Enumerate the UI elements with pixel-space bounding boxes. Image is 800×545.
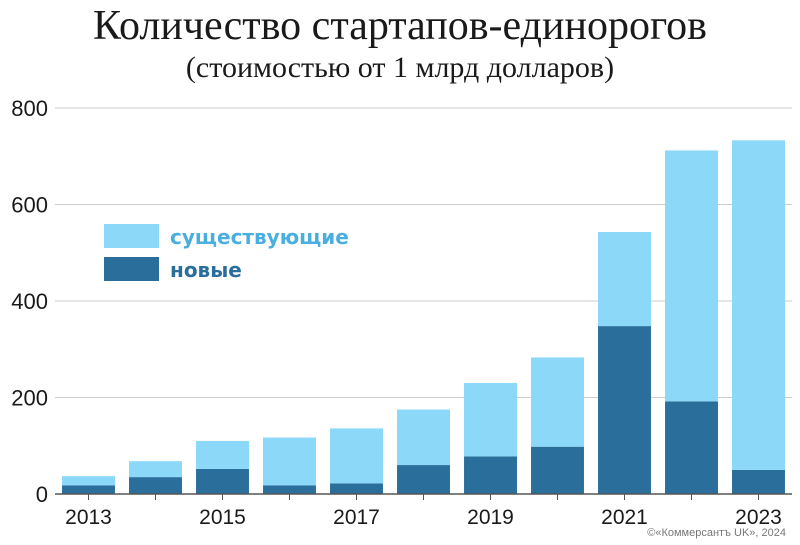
x-axis-ticks: 2013 2015 2017 2019 2021 2023 xyxy=(65,494,782,529)
bar-segment-existing xyxy=(598,232,651,327)
bar-segment-existing xyxy=(62,476,115,486)
x-tick-label: 2017 xyxy=(333,506,380,529)
x-tick-label: 2015 xyxy=(199,506,246,529)
chart-subtitle: (стоимостью от 1 млрд долларов) xyxy=(185,51,615,84)
bar-segment-existing xyxy=(464,383,517,457)
bar-segment-existing xyxy=(732,140,785,470)
legend-swatch-existing xyxy=(104,224,159,248)
bar-segment-new xyxy=(665,401,718,494)
source-credit: ©«Коммерсантъ UK», 2024 xyxy=(647,527,786,539)
bar-segment-new xyxy=(531,446,584,494)
legend-swatch-new xyxy=(104,257,159,281)
bar-segment-existing xyxy=(531,357,584,447)
bar-segment-new xyxy=(397,465,450,494)
bar-segment-new xyxy=(129,477,182,494)
bar-segment-new xyxy=(196,468,249,494)
y-tick-label: 800 xyxy=(11,96,48,121)
y-tick-label: 400 xyxy=(11,289,48,314)
legend: существующие новые xyxy=(104,224,349,282)
bar-segment-new xyxy=(263,485,316,494)
legend-label-existing: существующие xyxy=(170,225,349,249)
bar-segment-existing xyxy=(665,150,718,402)
x-tick-label: 2013 xyxy=(65,506,112,529)
bar-segment-existing xyxy=(129,461,182,478)
y-tick-label: 600 xyxy=(11,193,48,218)
x-tick-label: 2023 xyxy=(735,506,782,529)
bar-segment-existing xyxy=(196,440,249,469)
chart-title: Количество стартапов-единорогов xyxy=(93,3,707,49)
bar-segment-new xyxy=(464,456,517,494)
bar-segment-new xyxy=(598,326,651,494)
x-tick-label: 2021 xyxy=(601,506,648,529)
bar-segment-new xyxy=(62,485,115,494)
bar-segment-existing xyxy=(397,409,450,466)
y-tick-label: 0 xyxy=(36,482,48,507)
bar-segment-existing xyxy=(263,437,316,486)
legend-label-new: новые xyxy=(170,258,242,282)
bar-segment-new xyxy=(330,483,383,494)
bars xyxy=(62,140,785,494)
y-axis-ticks: 0 200 400 600 800 xyxy=(11,96,48,507)
y-tick-label: 200 xyxy=(11,386,48,411)
bar-segment-existing xyxy=(330,428,383,484)
bar-segment-new xyxy=(732,469,785,494)
x-tick-label: 2019 xyxy=(467,506,514,529)
